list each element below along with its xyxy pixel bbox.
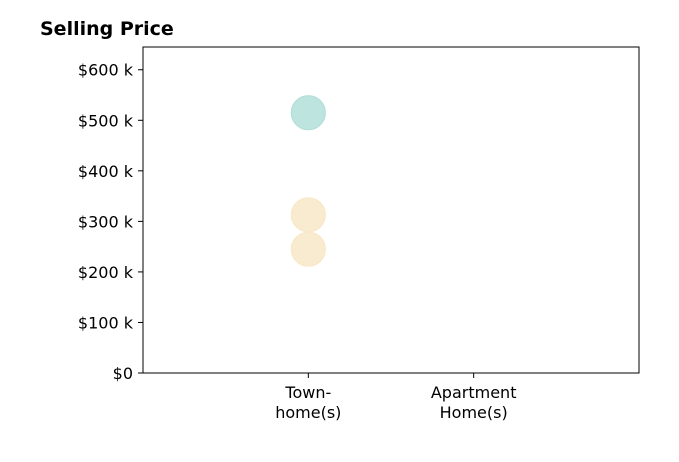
y-tick-label: $300 k — [78, 212, 134, 231]
x-tick-label: Apartment Home(s) — [431, 383, 517, 422]
y-tick-label: $500 k — [78, 111, 134, 130]
y-axis: $0 $100 k $200 k $300 k $400 k $500 k $600 k — [78, 61, 143, 383]
data-point — [290, 197, 326, 233]
data-point — [290, 95, 326, 131]
y-tick-label: $0 — [113, 364, 133, 383]
y-tick-label: $600 k — [78, 61, 134, 80]
data-point — [290, 231, 326, 267]
y-tick-label: $400 k — [78, 162, 134, 181]
plot-frame — [142, 46, 640, 374]
y-tick-label: $100 k — [78, 313, 134, 332]
chart-title: Selling Price — [40, 18, 174, 40]
x-tick-label: Town-home(s) — [275, 383, 341, 422]
y-tick-label: $200 k — [78, 263, 134, 282]
x-axis: Town-home(s) Apartment Home(s) — [275, 373, 516, 422]
data-points — [290, 95, 326, 267]
